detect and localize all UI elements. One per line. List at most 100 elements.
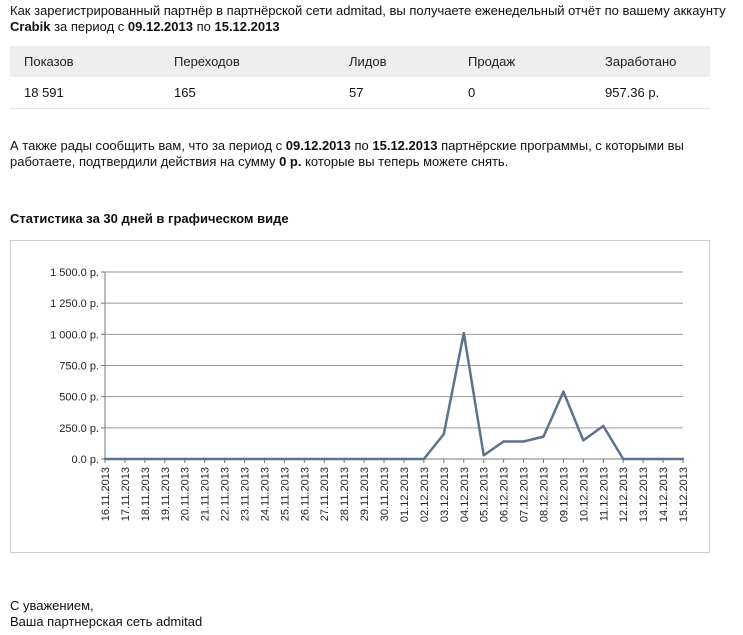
- header-impressions: Показов: [10, 46, 160, 77]
- header-sales: Продаж: [454, 46, 591, 77]
- y-tick-label: 1 250.0 р.: [50, 298, 99, 310]
- note-text: по: [350, 138, 373, 153]
- x-tick-label: 25.11.2013: [279, 467, 291, 521]
- x-tick-label: 27.11.2013: [319, 467, 331, 521]
- x-tick-label: 19.11.2013: [160, 467, 172, 521]
- cell-earned: 957.36 р.: [591, 77, 710, 109]
- x-tick-label: 17.11.2013: [120, 467, 132, 521]
- series-line: [105, 331, 683, 461]
- note-text: А также рады сообщить вам, что за период…: [10, 138, 286, 153]
- data-point: [542, 435, 545, 438]
- data-point: [582, 439, 585, 442]
- note-period-end: 15.12.2013: [372, 138, 438, 153]
- x-tick-label: 03.12.2013: [439, 467, 451, 522]
- data-point: [303, 457, 306, 461]
- y-tick-label: 1 000.0 р.: [50, 329, 99, 341]
- header-earned: Заработано: [591, 46, 710, 77]
- data-point: [382, 457, 386, 461]
- data-point: [163, 457, 166, 461]
- data-point: [123, 457, 127, 461]
- header-clicks: Переходов: [160, 46, 335, 77]
- x-tick-label: 29.11.2013: [359, 467, 371, 521]
- chart-container: 0.0 р. 250.0 р. 500.0 р. 750.0 р. 1 000.0 р.…: [10, 240, 710, 553]
- data-point: [422, 457, 426, 461]
- x-tick-label: 16.11.2013: [100, 467, 112, 521]
- data-point: [323, 457, 326, 461]
- x-tick-label: 28.11.2013: [339, 467, 351, 521]
- x-tick-label: 30.11.2013: [379, 467, 391, 521]
- signature-greeting: С уважением,: [10, 598, 94, 613]
- y-tick-label: 250.0 р.: [59, 423, 99, 435]
- x-tick-label: 07.12.2013: [519, 467, 531, 522]
- data-point: [103, 457, 107, 461]
- y-tick-label: 750.0 р.: [59, 361, 99, 373]
- x-tick-label: 09.12.2013: [558, 467, 570, 522]
- signature: С уважением, Ваша партнерская сеть admit…: [10, 598, 202, 630]
- data-point: [143, 457, 147, 461]
- y-tick-label: 500.0 р.: [59, 392, 99, 404]
- data-point: [462, 331, 465, 335]
- data-point: [562, 390, 565, 393]
- cell-leads: 57: [335, 77, 454, 109]
- confirmation-note: А также рады сообщить вам, что за период…: [10, 138, 710, 170]
- data-point: [243, 457, 246, 461]
- data-point: [223, 457, 226, 461]
- header-leads: Лидов: [335, 46, 454, 77]
- x-tick-label: 05.12.2013: [479, 467, 491, 522]
- data-point: [183, 457, 186, 461]
- data-point: [362, 457, 366, 461]
- stats-table: Показов Переходов Лидов Продаж Заработан…: [10, 46, 710, 109]
- x-tick-label: 14.12.2013: [658, 467, 670, 522]
- chart-title: Статистика за 30 дней в графическом виде: [10, 211, 289, 226]
- data-point: [622, 457, 625, 461]
- x-tick-label: 04.12.2013: [459, 467, 471, 522]
- x-tick-label: 11.12.2013: [598, 467, 610, 521]
- y-tick-label: 1 500.0 р.: [50, 267, 99, 279]
- data-point: [641, 457, 645, 461]
- data-point: [203, 457, 206, 461]
- x-tick-label: 10.12.2013: [578, 467, 590, 522]
- data-point: [522, 440, 525, 443]
- intro-text: по: [192, 19, 215, 34]
- data-point: [442, 432, 446, 436]
- x-tick-label: 22.11.2013: [220, 467, 232, 521]
- x-tick-label: 21.11.2013: [200, 467, 212, 521]
- confirmed-amount: 0 р.: [279, 154, 302, 169]
- x-tick-label: 01.12.2013: [399, 467, 411, 522]
- y-tick-label: 0.0 р.: [71, 454, 99, 466]
- data-point: [502, 440, 505, 443]
- intro-text: Как зарегистрированный партнёр в партнёр…: [10, 3, 726, 18]
- period-end: 15.12.2013: [214, 19, 280, 34]
- x-tick-label: 13.12.2013: [638, 467, 650, 522]
- note-period-start: 09.12.2013: [285, 138, 351, 153]
- data-point: [342, 457, 346, 461]
- x-tick-label: 12.12.2013: [618, 467, 630, 522]
- data-point: [263, 457, 266, 461]
- data-point: [681, 457, 685, 461]
- x-tick-label: 23.11.2013: [240, 467, 252, 521]
- data-point: [661, 457, 665, 461]
- cell-clicks: 165: [160, 77, 335, 109]
- data-point: [482, 454, 485, 457]
- data-point: [602, 424, 605, 428]
- report-intro: Как зарегистрированный партнёр в партнёр…: [10, 3, 730, 35]
- data-point: [402, 457, 406, 461]
- x-tick-label: 24.11.2013: [259, 467, 271, 521]
- account-name: Crabik: [10, 19, 51, 34]
- earnings-line-chart: 0.0 р. 250.0 р. 500.0 р. 750.0 р. 1 000.0 р.…: [50, 267, 690, 522]
- x-tick-label: 15.12.2013: [678, 467, 690, 522]
- note-text: партнёрские программы, с которыми вы раб…: [10, 138, 684, 169]
- x-tick-label: 06.12.2013: [499, 467, 511, 522]
- x-tick-label: 18.11.2013: [140, 467, 152, 521]
- period-start: 09.12.2013: [127, 19, 193, 34]
- table-row: 18 591 165 57 0 957.36 р.: [10, 77, 710, 109]
- cell-sales: 0: [454, 77, 591, 109]
- x-tick-label: 20.11.2013: [180, 467, 192, 521]
- x-tick-label: 08.12.2013: [538, 467, 550, 522]
- x-tick-label: 02.12.2013: [419, 467, 431, 522]
- intro-text: за период с: [50, 19, 128, 34]
- note-text: которые вы теперь можете снять.: [301, 154, 509, 169]
- cell-impressions: 18 591: [10, 77, 160, 109]
- data-point: [283, 457, 286, 461]
- x-tick-label: 26.11.2013: [299, 467, 311, 521]
